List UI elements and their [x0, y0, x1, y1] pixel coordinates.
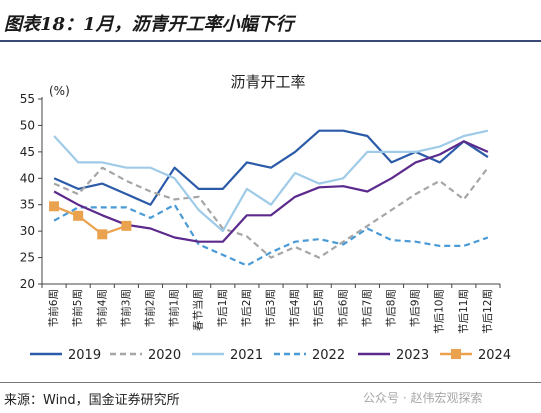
x-tick-label: 节后10周	[434, 289, 446, 334]
y-tick-label: 45	[20, 145, 35, 159]
y-tick-label: 30	[20, 224, 35, 238]
line-chart: 沥青开工率 (%) 20 25 30 35 40 45 50 55 节前6周 节前5周 节前4周 节前3周…	[20, 73, 511, 363]
series-line-2019	[53, 129, 489, 206]
x-tick-label: 节后5周	[313, 289, 325, 327]
y-tick-label: 40	[20, 171, 35, 185]
figure-header: 图表18：1月，沥青开工率小幅下行	[0, 0, 541, 44]
y-axis-unit: (%)	[49, 84, 70, 98]
legend-marker-2024	[451, 349, 461, 359]
y-tick-label: 35	[20, 198, 35, 212]
y-tick-label: 20	[20, 277, 35, 291]
x-tick-label: 节后2周	[241, 289, 253, 327]
y-tick-label: 50	[20, 118, 35, 132]
x-tick-label: 节后8周	[386, 289, 398, 327]
legend-label-2019: 2019	[68, 348, 101, 363]
x-tick-label: 节后4周	[289, 289, 301, 327]
x-tick-label: 节后12周	[482, 289, 494, 334]
x-tick-label: 节后11周	[458, 289, 470, 334]
data-point-2024	[121, 220, 132, 231]
x-tick-label: 节后9周	[410, 289, 422, 327]
series-line-2020	[53, 166, 489, 259]
series-line-2021	[53, 129, 489, 233]
watermark-text: 公众号 · 赵伟宏观探索	[363, 391, 483, 405]
x-tick-label: 节前2周	[143, 289, 156, 327]
series-line-2024	[53, 205, 127, 236]
figure-title: 图表18：1月，沥青开工率小幅下行	[4, 14, 294, 35]
x-tick-label: 节后6周	[337, 289, 349, 327]
x-tick-label: 节前6周	[47, 289, 60, 327]
x-tick-label: 节后3周	[265, 289, 277, 327]
x-tick-label: 节前5周	[71, 289, 84, 327]
header-divider	[0, 40, 541, 42]
data-point-2024	[97, 229, 108, 240]
x-tick-label: 节后1周	[217, 289, 229, 327]
legend-label-2020: 2020	[148, 348, 181, 363]
x-tick-label: 春节当周	[192, 289, 205, 331]
source-note: 来源：Wind，国金证券研究所	[4, 393, 180, 408]
y-tick-label: 25	[20, 251, 35, 265]
x-tick-label: 节前1周	[168, 289, 181, 327]
data-point-2024	[49, 201, 60, 212]
y-tick-label: 55	[20, 92, 35, 106]
x-tick-label: 节后7周	[361, 289, 373, 327]
legend-label-2022: 2022	[312, 348, 345, 363]
x-tick-label: 节前3周	[119, 289, 132, 327]
chart-title: 沥青开工率	[230, 73, 305, 91]
footer-divider	[0, 382, 541, 383]
chart-area: 沥青开工率 (%) 20 25 30 35 40 45 50 55 节前6周 节前5周 节前4周 节前3周…	[0, 44, 541, 381]
legend-label-2023: 2023	[396, 348, 429, 363]
series-line-2022	[53, 203, 489, 267]
legend-label-2021: 2021	[230, 348, 263, 363]
data-point-2024	[73, 210, 84, 221]
x-tick-label: 节前4周	[95, 289, 108, 327]
legend-label-2024: 2024	[478, 348, 511, 363]
